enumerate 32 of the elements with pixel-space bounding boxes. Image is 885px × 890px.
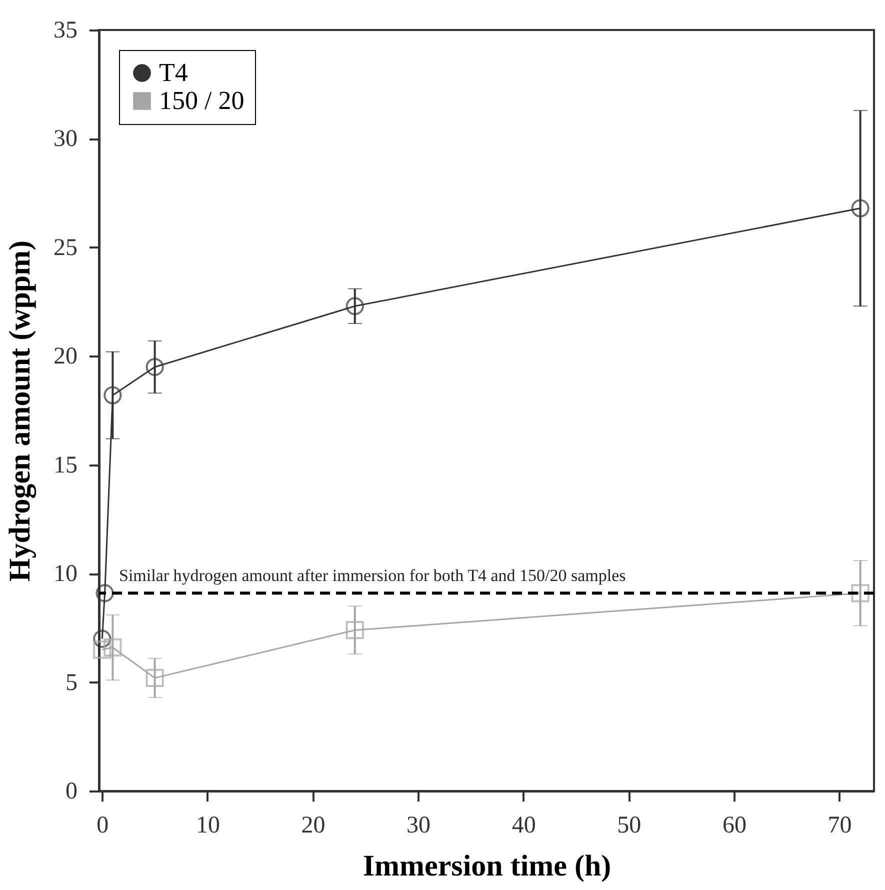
point <box>346 297 364 316</box>
point <box>104 638 122 657</box>
point <box>346 621 364 640</box>
x-tick-label: 10 <box>196 812 220 838</box>
y-tick-label: 20 <box>54 344 78 370</box>
point <box>104 386 122 404</box>
y-tick-label: 5 <box>66 670 78 696</box>
y-axis-title: Hydrogen amount (wppm) <box>4 240 36 582</box>
point <box>146 668 164 687</box>
point <box>93 640 112 659</box>
y-tick-label: 25 <box>54 234 78 261</box>
x-tick-label: 30 <box>406 812 431 838</box>
x-tick-label: 50 <box>617 812 642 838</box>
x-tick-label: 60 <box>722 812 746 838</box>
y-tick-label: 30 <box>54 126 78 152</box>
x-tick-label: 20 <box>301 812 326 838</box>
y-tick-label: 10 <box>54 561 78 588</box>
ref-line-label: Similar hydrogen amount after immersion for both T4 and 150/20 samples <box>119 566 626 586</box>
point <box>851 199 870 218</box>
legend-label: T4 <box>159 58 188 87</box>
y-tick-label: 0 <box>66 778 78 804</box>
point <box>93 630 112 648</box>
point <box>851 584 870 602</box>
x-tick-label: 70 <box>828 812 852 838</box>
x-tick-label: 0 <box>96 812 109 838</box>
point <box>96 584 114 602</box>
x-axis-title: Immersion time (h) <box>362 850 612 882</box>
x-tick-label: 40 <box>512 812 536 838</box>
y-tick-label: 15 <box>54 452 78 478</box>
y-tick-label: 35 <box>54 18 78 44</box>
legend-label: 150 / 20 <box>159 86 244 115</box>
point <box>146 358 164 376</box>
